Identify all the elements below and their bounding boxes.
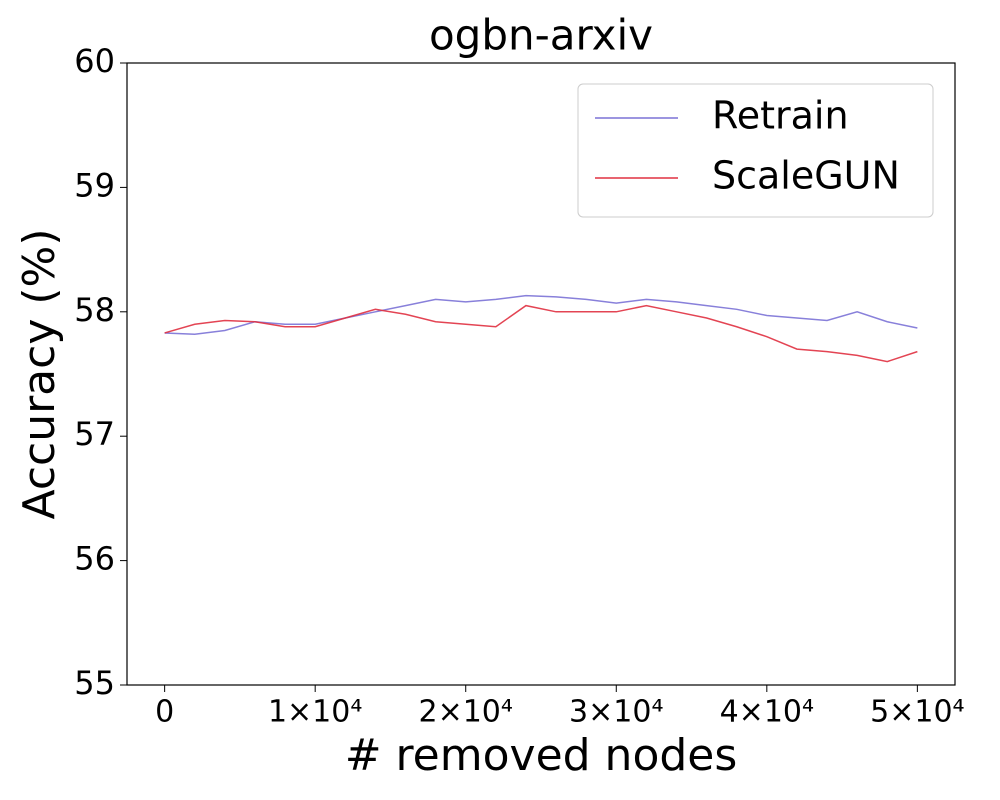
y-tick-label: 59 [74, 166, 115, 204]
data-line [164, 294, 918, 335]
chart-title: ogbn-arxiv [429, 11, 653, 60]
y-tick-label: 57 [74, 415, 115, 453]
x-tick-label: 3×10⁴ [569, 695, 663, 730]
data-line [164, 304, 918, 363]
legend-label: Retrain [712, 94, 849, 138]
plot-frame [126, 62, 956, 686]
y-tick-label: 56 [74, 540, 115, 578]
y-axis-label: Accuracy (%) [14, 228, 65, 519]
y-tick-label: 58 [74, 291, 115, 329]
x-tick-label: 1×10⁴ [268, 695, 362, 730]
y-tick-label: 60 [74, 42, 115, 80]
y-tick-label: 55 [74, 664, 115, 702]
x-tick-label: 4×10⁴ [720, 695, 814, 730]
x-axis-label: # removed nodes [345, 730, 738, 781]
legend-label: ScaleGUN [712, 154, 900, 198]
x-tick-label: 2×10⁴ [419, 695, 513, 730]
x-tick-label: 5×10⁴ [870, 695, 964, 730]
x-tick-label: 0 [155, 695, 174, 730]
